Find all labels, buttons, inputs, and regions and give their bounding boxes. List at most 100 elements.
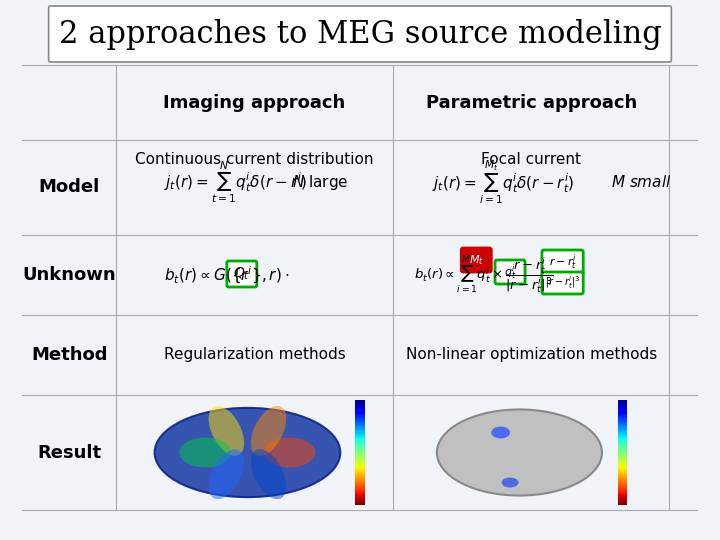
Bar <box>618 490 627 491</box>
Bar <box>618 493 627 494</box>
Bar <box>355 405 365 406</box>
FancyBboxPatch shape <box>542 272 583 294</box>
Bar <box>618 463 627 464</box>
Bar <box>618 486 627 487</box>
Bar <box>355 439 365 440</box>
Bar <box>618 456 627 457</box>
Bar <box>355 465 365 466</box>
Bar <box>355 428 365 429</box>
Text: $b_t(r)\propto\sum_{i=1}^{M_t}q_t^i\times\dfrac{r-r_t^i}{|r-r_t^i|^3}$: $b_t(r)\propto\sum_{i=1}^{M_t}q_t^i\time… <box>415 254 554 296</box>
Bar <box>355 498 365 499</box>
Bar <box>618 467 627 468</box>
Bar <box>355 496 365 497</box>
Ellipse shape <box>264 437 315 468</box>
Bar <box>355 467 365 468</box>
Text: $Q_t$: $Q_t$ <box>233 266 251 282</box>
Bar <box>618 430 627 431</box>
Bar <box>355 450 365 451</box>
Bar <box>355 419 365 420</box>
Bar <box>355 462 365 463</box>
Bar <box>618 439 627 440</box>
Bar <box>618 411 627 412</box>
Bar <box>355 494 365 495</box>
Bar <box>355 436 365 437</box>
Bar <box>618 436 627 437</box>
Ellipse shape <box>179 437 231 468</box>
Bar <box>618 479 627 480</box>
Bar <box>355 497 365 498</box>
Bar <box>618 421 627 422</box>
Bar <box>355 424 365 425</box>
Bar <box>355 463 365 464</box>
Ellipse shape <box>502 477 518 488</box>
Bar <box>355 406 365 407</box>
Bar <box>355 449 365 450</box>
Bar <box>355 418 365 419</box>
Bar <box>355 417 365 418</box>
Text: $M$ small: $M$ small <box>611 174 672 190</box>
Bar <box>355 484 365 485</box>
Bar <box>355 445 365 446</box>
Bar <box>355 425 365 426</box>
Bar <box>355 400 365 401</box>
Bar <box>618 404 627 405</box>
Bar <box>355 480 365 481</box>
Bar <box>355 470 365 471</box>
Bar <box>618 462 627 463</box>
FancyBboxPatch shape <box>462 248 491 272</box>
Bar <box>355 408 365 409</box>
Bar <box>355 488 365 489</box>
Bar <box>618 445 627 446</box>
Bar <box>618 487 627 488</box>
Text: $r-r_t^i$: $r-r_t^i$ <box>549 252 577 272</box>
Bar <box>355 421 365 422</box>
Bar <box>618 503 627 504</box>
Bar <box>355 487 365 488</box>
Bar <box>618 502 627 503</box>
Bar <box>355 455 365 456</box>
Bar <box>355 493 365 494</box>
Bar <box>618 432 627 433</box>
Bar <box>355 469 365 470</box>
Text: Imaging approach: Imaging approach <box>163 94 346 112</box>
Bar <box>355 423 365 424</box>
Bar <box>618 497 627 498</box>
Bar <box>618 474 627 475</box>
Text: Unknown: Unknown <box>22 266 116 284</box>
Text: $j_t(r)=\sum_{i=1}^{M_t}q_t^i\delta(r-r_t^i)$: $j_t(r)=\sum_{i=1}^{M_t}q_t^i\delta(r-r_… <box>432 158 575 206</box>
Text: 2 approaches to MEG source modeling: 2 approaches to MEG source modeling <box>58 18 662 50</box>
Text: $q_t^i$: $q_t^i$ <box>504 262 516 282</box>
Bar <box>618 409 627 410</box>
Bar <box>618 410 627 411</box>
Bar <box>355 414 365 415</box>
Bar <box>355 489 365 490</box>
Bar <box>618 465 627 466</box>
Bar <box>355 456 365 457</box>
Bar <box>355 478 365 479</box>
Bar <box>355 501 365 502</box>
Text: Result: Result <box>37 443 102 462</box>
Bar <box>618 496 627 497</box>
Bar <box>355 473 365 474</box>
Text: Regularization methods: Regularization methods <box>163 348 346 362</box>
Bar <box>618 435 627 436</box>
Text: Model: Model <box>39 179 100 197</box>
Ellipse shape <box>437 409 602 496</box>
Bar <box>618 440 627 441</box>
Bar <box>618 480 627 481</box>
Bar <box>618 408 627 409</box>
FancyBboxPatch shape <box>227 261 257 287</box>
Bar <box>618 451 627 452</box>
Text: $j_t(r)=\sum_{t=1}^{N}q_t^i\delta(r-r^i)$: $j_t(r)=\sum_{t=1}^{N}q_t^i\delta(r-r^i)… <box>164 159 307 205</box>
Bar <box>618 447 627 448</box>
Text: $N$ large: $N$ large <box>292 172 348 192</box>
Text: Method: Method <box>31 346 107 364</box>
Bar <box>618 416 627 417</box>
Bar <box>355 504 365 505</box>
Bar <box>355 464 365 465</box>
Bar <box>618 484 627 485</box>
Bar <box>618 494 627 495</box>
Ellipse shape <box>155 408 341 497</box>
Bar <box>355 460 365 461</box>
Ellipse shape <box>209 406 244 456</box>
